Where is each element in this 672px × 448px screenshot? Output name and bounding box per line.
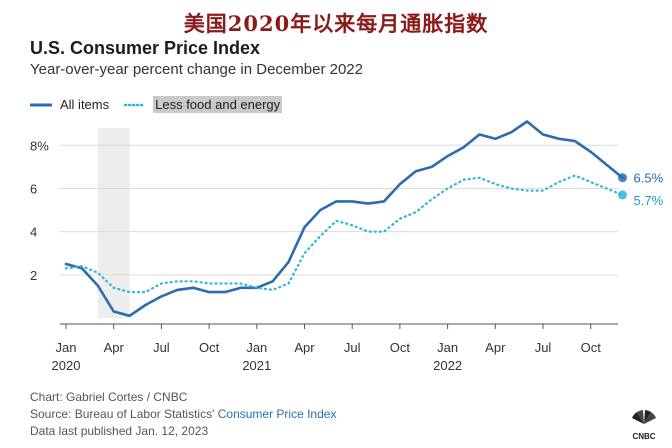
x-tick-year-label: 2021 <box>242 358 271 373</box>
x-tick-label: Jan <box>246 340 267 355</box>
series-end-label: 5.7% <box>634 193 664 208</box>
x-tick-label: Apr <box>485 340 506 355</box>
x-tick-label: Jul <box>344 340 361 355</box>
x-tick-label: Oct <box>581 340 602 355</box>
series-end-label: 6.5% <box>634 171 664 186</box>
legend-item-all-items[interactable]: All items <box>30 97 109 112</box>
legend-swatch-solid <box>30 103 52 106</box>
footer-source-prefix: Source: Bureau of Labor Statistics' <box>30 407 218 421</box>
x-tick-label: Jan <box>437 340 458 355</box>
x-tick-label: Apr <box>294 340 315 355</box>
x-tick-label: Jul <box>153 340 170 355</box>
y-tick-label: 4 <box>30 225 37 240</box>
legend-swatch-dotted <box>123 103 146 106</box>
x-tick-label: Apr <box>104 340 125 355</box>
x-tick-label: Oct <box>390 340 411 355</box>
cnbc-logo: CNBC <box>622 406 666 442</box>
y-tick-label: 6 <box>30 181 37 196</box>
x-tick-label: Jan <box>56 340 77 355</box>
series-line-all-items <box>64 120 624 318</box>
series-end-point <box>618 173 627 183</box>
footer-source: Source: Bureau of Labor Statistics' Cons… <box>30 406 336 423</box>
x-tick-year-label: 2022 <box>433 358 462 373</box>
legend-label-all-items: All items <box>60 97 110 112</box>
chart-subtitle: Year-over-year percent change in Decembe… <box>30 61 363 78</box>
x-tick-label: Jul <box>535 340 552 355</box>
chart-title: U.S. Consumer Price Index <box>30 38 261 58</box>
footer-credit: Chart: Gabriel Cortes / CNBC <box>30 390 188 404</box>
chart-footer: Chart: Gabriel Cortes / CNBC Source: Bur… <box>30 389 336 440</box>
y-tick-label: 2 <box>30 268 37 283</box>
chart-legend: All items Less food and energy <box>30 96 296 113</box>
footer-source-link[interactable]: Consumer Price Index <box>217 407 337 421</box>
legend-label-core: Less food and energy <box>153 96 283 113</box>
footer-published: Data last published Jan. 12, 2023 <box>30 424 209 438</box>
legend-item-core[interactable]: Less food and energy <box>123 96 283 113</box>
y-tick-label: 8% <box>30 138 49 153</box>
x-tick-label: Oct <box>199 340 220 355</box>
recession-shading <box>97 128 130 318</box>
series-end-point <box>618 190 627 200</box>
x-tick-year-label: 2020 <box>52 358 81 373</box>
cnbc-logo-text: CNBC <box>632 432 655 441</box>
banner-title: 美国2020年以来每月通胀指数 <box>183 11 489 36</box>
